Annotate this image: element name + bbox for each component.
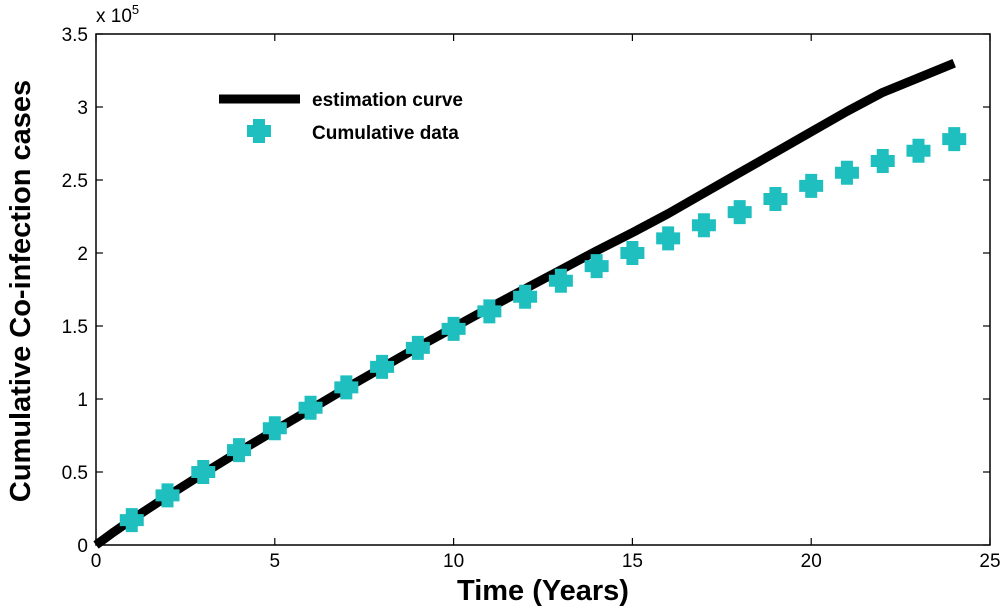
cumulative-data-point bbox=[584, 254, 609, 279]
cumulative-data-point bbox=[298, 395, 323, 420]
x-tick-labels: 0 5 10 15 20 25 bbox=[91, 551, 1001, 572]
cumulative-data-point bbox=[227, 438, 252, 463]
cumulative-data-point bbox=[155, 483, 180, 508]
cumulative-data-point bbox=[262, 416, 287, 441]
cumulative-data-point bbox=[942, 127, 967, 152]
cumulative-data-point bbox=[513, 284, 538, 309]
x-tick-label: 5 bbox=[270, 551, 281, 572]
y-tick-label: 3.5 bbox=[62, 25, 88, 46]
y-tick-label: 1 bbox=[77, 390, 88, 411]
y-tick-labels: 0 0.5 1 1.5 2 2.5 3 3.5 bbox=[62, 25, 88, 557]
x-tick-label: 25 bbox=[979, 551, 1000, 572]
cumulative-data-point bbox=[119, 508, 144, 533]
cumulative-data-point bbox=[334, 375, 359, 400]
cumulative-data-point bbox=[370, 354, 395, 379]
axis-ticks bbox=[95, 33, 991, 546]
x-tick-label: 20 bbox=[801, 551, 822, 572]
cumulative-data-point bbox=[870, 149, 895, 174]
y-tick-label: 2 bbox=[77, 244, 88, 265]
legend-marker-cumulative-data bbox=[247, 119, 271, 143]
x-tick-label: 0 bbox=[91, 551, 102, 572]
cumulative-data-point bbox=[834, 160, 859, 185]
cumulative-data-point bbox=[191, 460, 216, 484]
y-multiplier-base: x 10 bbox=[96, 6, 132, 27]
y-tick-label: 1.5 bbox=[62, 317, 88, 338]
legend: estimation curve Cumulative data bbox=[219, 90, 463, 144]
cumulative-data-point bbox=[405, 335, 430, 360]
y-tick-label: 0 bbox=[77, 536, 88, 557]
legend-label-cumulative-data: Cumulative data bbox=[312, 123, 459, 144]
legend-swatch-cumulative-data bbox=[247, 119, 271, 143]
cumulative-data-point bbox=[441, 316, 466, 341]
y-axis-label: Cumulative Co-infection cases bbox=[5, 80, 37, 502]
cumulative-data-point bbox=[691, 213, 716, 238]
series-cumulative-data bbox=[119, 127, 967, 533]
y-tick-label: 2.5 bbox=[62, 171, 88, 192]
y-multiplier-exponent: 5 bbox=[132, 2, 139, 17]
cumulative-data-point bbox=[763, 186, 788, 211]
y-tick-label: 3 bbox=[77, 98, 88, 119]
cumulative-data-point bbox=[799, 173, 824, 198]
cumulative-data-point bbox=[477, 299, 502, 324]
cumulative-data-point bbox=[656, 226, 681, 251]
cumulative-data-point bbox=[548, 268, 573, 293]
x-tick-label: 15 bbox=[622, 551, 643, 572]
y-tick-label: 0.5 bbox=[62, 463, 88, 484]
cumulative-data-point bbox=[727, 200, 752, 225]
x-axis-label: Time (Years) bbox=[457, 575, 629, 607]
legend-label-estimation-curve: estimation curve bbox=[312, 90, 463, 111]
cumulative-data-point bbox=[906, 138, 931, 163]
y-multiplier: x 105 bbox=[96, 2, 139, 27]
x-tick-label: 10 bbox=[443, 551, 464, 572]
cumulative-data-point bbox=[620, 241, 645, 265]
